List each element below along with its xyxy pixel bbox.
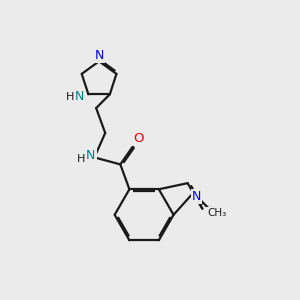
Text: N: N <box>192 190 202 203</box>
Text: CH₃: CH₃ <box>207 208 226 218</box>
Text: H: H <box>77 154 86 164</box>
Text: H: H <box>66 92 74 102</box>
Text: N: N <box>74 90 84 103</box>
Text: O: O <box>133 132 143 145</box>
Text: N: N <box>94 49 104 62</box>
Text: N: N <box>86 149 95 162</box>
